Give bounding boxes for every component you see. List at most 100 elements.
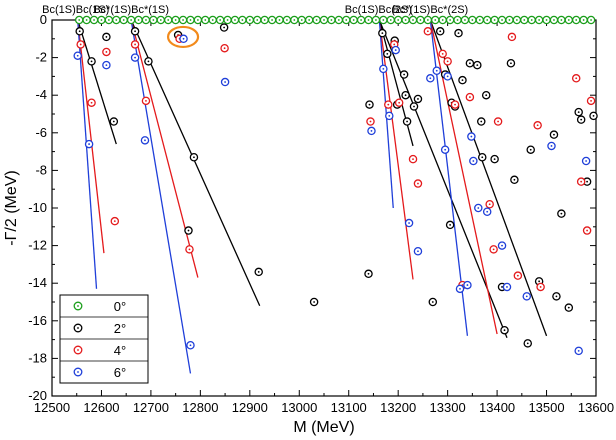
data-point-dot [590,19,592,21]
data-point [379,64,388,74]
data-point-dot [386,52,389,55]
data-point [178,15,188,25]
data-point-dot [545,19,548,21]
legend-entry: 6° [73,365,126,380]
data-point [220,43,229,53]
data-point-dot [134,43,136,46]
data-point-dot [586,229,588,232]
data-point [383,49,392,59]
data-point-dot [426,19,429,21]
data-point-dot [508,19,511,21]
data-point-dot [182,37,185,40]
data-point [208,15,217,25]
data-point-dot [493,158,496,161]
data-point [304,15,314,25]
data-point [384,100,393,109]
data-point [510,175,519,185]
data-point-dot [88,143,90,145]
data-point [478,152,487,162]
data-point [219,23,229,32]
data-point-dot [510,62,512,65]
data-point-dot [501,19,503,21]
trend-line [130,19,199,278]
data-point [408,154,418,164]
legend-label: 6° [114,365,126,380]
data-point-dot [526,342,529,345]
data-point [445,220,455,230]
data-point-dot [105,51,108,53]
data-point-dot [466,284,469,286]
data-point-dot [188,248,191,251]
data-point-dot [85,19,88,21]
data-point [112,15,121,25]
data-point [130,53,140,62]
data-point [549,130,559,139]
data-point [189,152,199,162]
data-point [312,15,321,25]
data-point [186,340,195,350]
data-point-dot [90,101,93,104]
data-point-dot [93,19,95,21]
data-point-dot [468,96,471,98]
data-point-dot [313,301,316,303]
threshold-label: Bc(1S)Bc(1S) [42,4,109,16]
trend-line [378,19,414,280]
data-point-dot [539,286,542,288]
data-point [367,126,376,136]
legend-entry: 2° [73,321,126,336]
data-point-dot [511,36,513,38]
y-tick-label: -16 [28,313,47,328]
x-tick-label: 13400 [479,400,515,415]
data-point [432,66,442,76]
data-point [473,60,482,70]
data-point [126,15,136,25]
data-point [536,282,545,292]
data-point [469,156,478,166]
data-point [110,216,120,226]
data-point-dot [538,280,541,283]
data-point [500,325,509,335]
data-point-dot [575,77,578,80]
data-point-dot [417,98,419,100]
data-point [571,15,581,25]
data-point-dot [300,19,303,21]
trend-line [130,19,192,374]
data-point [582,226,592,235]
data-point-dot [369,120,372,123]
data-point-dot [323,19,325,21]
data-point [342,15,351,25]
data-point [365,100,374,109]
data-point-dot [189,19,192,21]
data-point-dot [394,49,397,51]
data-point [581,156,591,166]
data-point [102,60,111,70]
data-point [267,15,277,25]
data-point [109,117,119,126]
data-point-dot [90,60,93,63]
data-point [481,90,491,100]
data-point [512,15,522,25]
trend-line [429,19,498,335]
data-point-dot [211,19,214,21]
data-point [163,15,173,25]
data-point [435,27,445,36]
data-point [252,15,262,25]
data-point [574,346,583,356]
data-point [428,297,438,307]
data-point [245,15,255,25]
data-point [378,28,387,38]
data-point-dot [78,30,81,33]
data-point [413,94,423,104]
data-point [334,15,344,25]
data-point-dot [382,67,385,70]
data-point [453,15,462,25]
legend-marker-dot [77,327,79,329]
data-point-dot [454,103,456,106]
data-point [393,15,403,25]
data-point-dot [431,301,434,303]
data-point [458,75,467,85]
data-point-dot [147,60,150,63]
data-point-dot [477,207,480,209]
data-point-dot [481,156,484,159]
data-point [408,15,418,25]
